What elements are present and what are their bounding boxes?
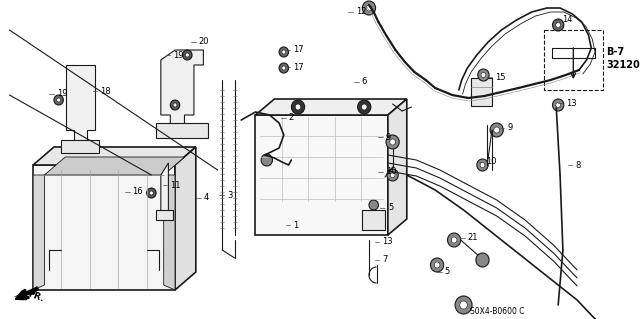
Text: 9: 9 — [507, 123, 513, 132]
Text: 2: 2 — [289, 114, 294, 122]
Text: 10: 10 — [486, 158, 497, 167]
Circle shape — [477, 159, 488, 171]
Polygon shape — [156, 123, 208, 138]
Text: 8: 8 — [575, 160, 580, 169]
Circle shape — [358, 100, 371, 114]
Text: 21: 21 — [467, 234, 478, 242]
Polygon shape — [164, 175, 175, 290]
Circle shape — [387, 169, 398, 181]
Circle shape — [490, 123, 503, 137]
Text: 5: 5 — [445, 268, 450, 277]
Circle shape — [186, 53, 189, 57]
Text: 19: 19 — [173, 50, 184, 60]
Circle shape — [455, 296, 472, 314]
Polygon shape — [255, 115, 388, 235]
Circle shape — [279, 63, 289, 73]
Circle shape — [295, 104, 301, 110]
Circle shape — [556, 102, 561, 108]
Circle shape — [476, 253, 489, 267]
Text: 1: 1 — [293, 220, 298, 229]
Text: 17: 17 — [293, 46, 304, 55]
Circle shape — [57, 98, 61, 102]
Polygon shape — [175, 147, 196, 290]
Circle shape — [173, 103, 177, 107]
Polygon shape — [388, 99, 407, 235]
Circle shape — [434, 262, 440, 268]
Text: 5: 5 — [388, 204, 393, 212]
Text: 20: 20 — [198, 38, 209, 47]
Circle shape — [552, 19, 564, 31]
Text: 11: 11 — [170, 181, 180, 189]
Circle shape — [362, 1, 376, 15]
Polygon shape — [66, 65, 95, 145]
Text: 15: 15 — [495, 72, 506, 81]
Text: 17: 17 — [293, 63, 304, 71]
Text: B-7: B-7 — [607, 47, 625, 57]
Text: 12: 12 — [356, 8, 366, 17]
Circle shape — [291, 100, 305, 114]
Circle shape — [147, 188, 156, 198]
Text: 10: 10 — [386, 167, 397, 176]
Circle shape — [481, 72, 486, 78]
Circle shape — [182, 50, 192, 60]
Polygon shape — [13, 286, 38, 297]
Circle shape — [390, 173, 395, 177]
Circle shape — [431, 258, 444, 272]
Text: 32120: 32120 — [607, 60, 640, 70]
Circle shape — [494, 127, 499, 133]
Circle shape — [362, 104, 367, 110]
Polygon shape — [44, 157, 184, 175]
Polygon shape — [161, 50, 204, 130]
Circle shape — [261, 154, 273, 166]
Bar — [471, 78, 492, 106]
Polygon shape — [61, 140, 99, 153]
Polygon shape — [255, 99, 407, 115]
Polygon shape — [161, 163, 168, 217]
Text: 13: 13 — [566, 99, 577, 108]
Text: 7: 7 — [382, 256, 388, 264]
Circle shape — [477, 69, 489, 81]
Bar — [362, 210, 385, 230]
Circle shape — [480, 162, 485, 167]
Text: 19: 19 — [57, 90, 67, 99]
Circle shape — [556, 23, 561, 27]
Circle shape — [54, 95, 63, 105]
Text: 9: 9 — [386, 132, 391, 142]
Circle shape — [282, 66, 285, 70]
Circle shape — [170, 100, 180, 110]
Circle shape — [150, 191, 153, 195]
Text: 4: 4 — [204, 194, 209, 203]
Text: 16: 16 — [132, 188, 143, 197]
Polygon shape — [33, 147, 196, 165]
Circle shape — [552, 99, 564, 111]
Circle shape — [390, 139, 396, 145]
Bar — [544, 30, 603, 90]
Circle shape — [451, 237, 457, 243]
Polygon shape — [156, 210, 173, 220]
Circle shape — [386, 135, 399, 149]
Polygon shape — [33, 175, 44, 290]
Circle shape — [460, 301, 467, 309]
Polygon shape — [33, 165, 175, 290]
Text: 14: 14 — [562, 16, 572, 25]
Circle shape — [282, 50, 285, 54]
Text: FR.: FR. — [27, 290, 45, 304]
Circle shape — [447, 233, 461, 247]
Text: S0X4-B0600 C: S0X4-B0600 C — [470, 307, 525, 315]
Text: 18: 18 — [100, 86, 111, 95]
Circle shape — [279, 47, 289, 57]
Text: 3: 3 — [227, 190, 232, 199]
Circle shape — [366, 5, 372, 11]
Text: 6: 6 — [362, 78, 367, 86]
Text: 13: 13 — [382, 238, 393, 247]
Circle shape — [369, 200, 378, 210]
